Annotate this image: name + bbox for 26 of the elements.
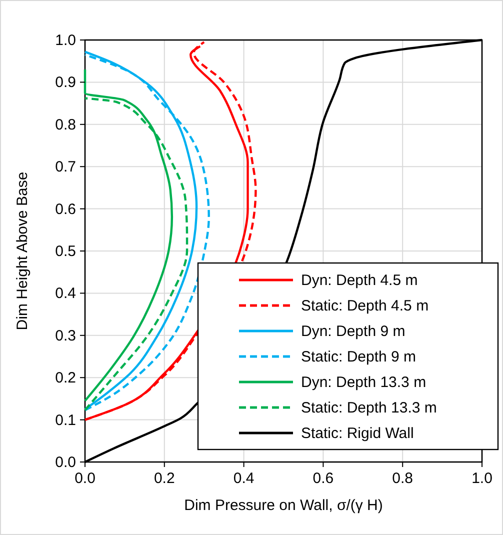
y-axis-title: Dim Height Above Base <box>14 172 31 330</box>
y-tick-label: 0.6 <box>55 200 76 218</box>
legend-label: Static: Rigid Wall <box>301 425 414 442</box>
legend-label: Dyn: Depth 4.5 m <box>301 272 418 289</box>
legend-label: Static: Depth 9 m <box>301 348 416 366</box>
legend-label: Dyn: Depth 13.3 m <box>301 374 426 391</box>
x-tick-label: 0.4 <box>233 470 254 487</box>
y-tick-label: 0.3 <box>55 327 76 344</box>
y-tick-label: 0.5 <box>55 243 76 260</box>
y-tick-label: 0.4 <box>55 285 76 302</box>
y-tick-label: 0.8 <box>55 116 76 134</box>
x-tick-label: 0.6 <box>312 470 334 487</box>
y-tick-label: 0.2 <box>55 370 76 387</box>
legend-label: Dyn: Depth 9 m <box>301 323 406 340</box>
y-tick-label: 1.0 <box>55 32 76 49</box>
x-tick-label: 0.0 <box>74 470 96 487</box>
x-tick-label: 0.2 <box>154 470 175 487</box>
y-tick-label: 0.7 <box>55 158 76 176</box>
y-tick-label: 0.9 <box>55 74 76 92</box>
y-tick-label: 0.1 <box>55 412 76 429</box>
legend-label: Static: Depth 13.3 m <box>301 400 437 416</box>
legend-label: Static: Depth 4.5 m <box>301 298 429 314</box>
y-tick-label: 0.0 <box>55 454 76 471</box>
x-tick-label: 1.0 <box>472 470 492 487</box>
x-tick-label: 0.8 <box>392 470 414 487</box>
x-axis-title: Dim Pressure on Wall, σ/(γ H) <box>184 497 383 514</box>
